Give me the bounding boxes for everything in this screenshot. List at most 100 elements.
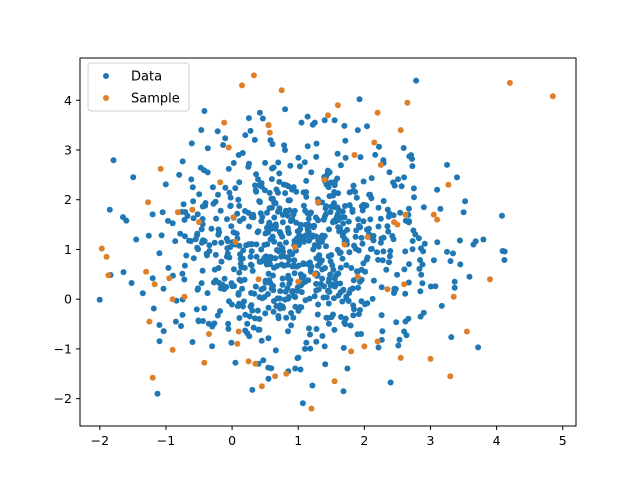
point-data — [327, 258, 334, 265]
point-data — [199, 267, 206, 274]
point-data — [196, 191, 203, 198]
point-data — [357, 278, 363, 285]
point-data — [120, 269, 127, 276]
legend-marker-data — [103, 73, 109, 79]
point-data — [323, 203, 330, 210]
point-data — [402, 318, 409, 325]
point-data — [386, 253, 393, 260]
point-data — [218, 239, 225, 246]
point-sample — [447, 373, 454, 380]
point-data — [177, 230, 184, 237]
point-data — [188, 176, 195, 183]
point-data — [326, 193, 333, 200]
point-data — [303, 177, 310, 184]
point-data — [261, 241, 268, 248]
point-data — [230, 229, 237, 236]
point-data — [341, 214, 348, 221]
point-data — [348, 265, 355, 271]
point-data — [266, 205, 273, 212]
point-data — [405, 205, 412, 212]
point-data — [450, 250, 456, 257]
point-data — [346, 189, 353, 196]
point-data — [281, 142, 288, 149]
point-data — [190, 215, 197, 222]
point-data — [291, 270, 298, 277]
point-data — [372, 151, 379, 158]
point-data — [275, 315, 282, 322]
point-sample — [374, 338, 381, 345]
point-data — [149, 211, 156, 218]
point-sample — [232, 239, 239, 245]
point-data — [183, 252, 190, 259]
point-data — [427, 283, 434, 290]
point-sample — [311, 271, 318, 278]
point-sample — [549, 93, 556, 100]
point-data — [285, 328, 291, 335]
point-data — [379, 257, 386, 264]
point-data — [340, 344, 347, 351]
point-data — [241, 264, 248, 271]
point-data — [198, 280, 205, 287]
point-data — [133, 236, 140, 243]
point-data — [290, 314, 297, 321]
point-data — [400, 145, 407, 151]
point-data — [320, 216, 327, 223]
point-data — [225, 325, 232, 332]
point-data — [158, 232, 165, 239]
point-data — [227, 202, 234, 209]
point-data — [331, 275, 338, 282]
point-data — [421, 240, 428, 247]
point-data — [365, 225, 372, 232]
point-data — [291, 237, 298, 244]
point-data — [330, 266, 337, 273]
point-sample — [401, 281, 408, 288]
point-sample — [394, 221, 401, 228]
point-data — [430, 257, 437, 264]
point-data — [379, 328, 386, 335]
point-data — [380, 198, 387, 204]
point-data — [284, 225, 291, 232]
point-sample — [308, 405, 315, 412]
point-data — [198, 127, 205, 133]
point-data — [297, 366, 304, 373]
point-sample — [354, 273, 361, 280]
point-data — [315, 237, 322, 244]
point-data — [201, 108, 208, 114]
point-data — [230, 160, 237, 166]
point-data — [256, 109, 263, 116]
point-data — [307, 259, 313, 266]
point-sample — [146, 318, 153, 325]
point-data — [276, 207, 283, 214]
point-data — [319, 275, 326, 282]
point-sample — [427, 355, 434, 362]
point-data — [265, 364, 272, 371]
point-data — [323, 243, 329, 250]
point-sample — [258, 383, 265, 390]
point-data — [375, 223, 382, 230]
point-data — [303, 339, 310, 346]
point-data — [338, 314, 344, 320]
point-data — [201, 167, 207, 174]
point-data — [327, 209, 334, 215]
point-data — [256, 258, 263, 265]
point-sample — [272, 373, 279, 380]
point-data — [156, 338, 163, 345]
points-layer — [96, 72, 556, 412]
point-data — [315, 242, 322, 249]
point-data — [200, 318, 206, 324]
point-data — [406, 261, 412, 268]
point-data — [264, 226, 271, 233]
point-data — [255, 176, 261, 183]
point-data — [325, 184, 332, 191]
point-sample — [196, 219, 202, 226]
point-data — [307, 265, 314, 272]
point-data — [250, 324, 257, 331]
point-data — [327, 271, 334, 278]
point-data — [434, 186, 441, 193]
point-sample — [371, 139, 378, 146]
point-data — [326, 169, 333, 176]
point-data — [356, 96, 363, 103]
point-sample — [255, 276, 262, 283]
point-data — [237, 260, 244, 267]
point-data — [340, 388, 347, 395]
